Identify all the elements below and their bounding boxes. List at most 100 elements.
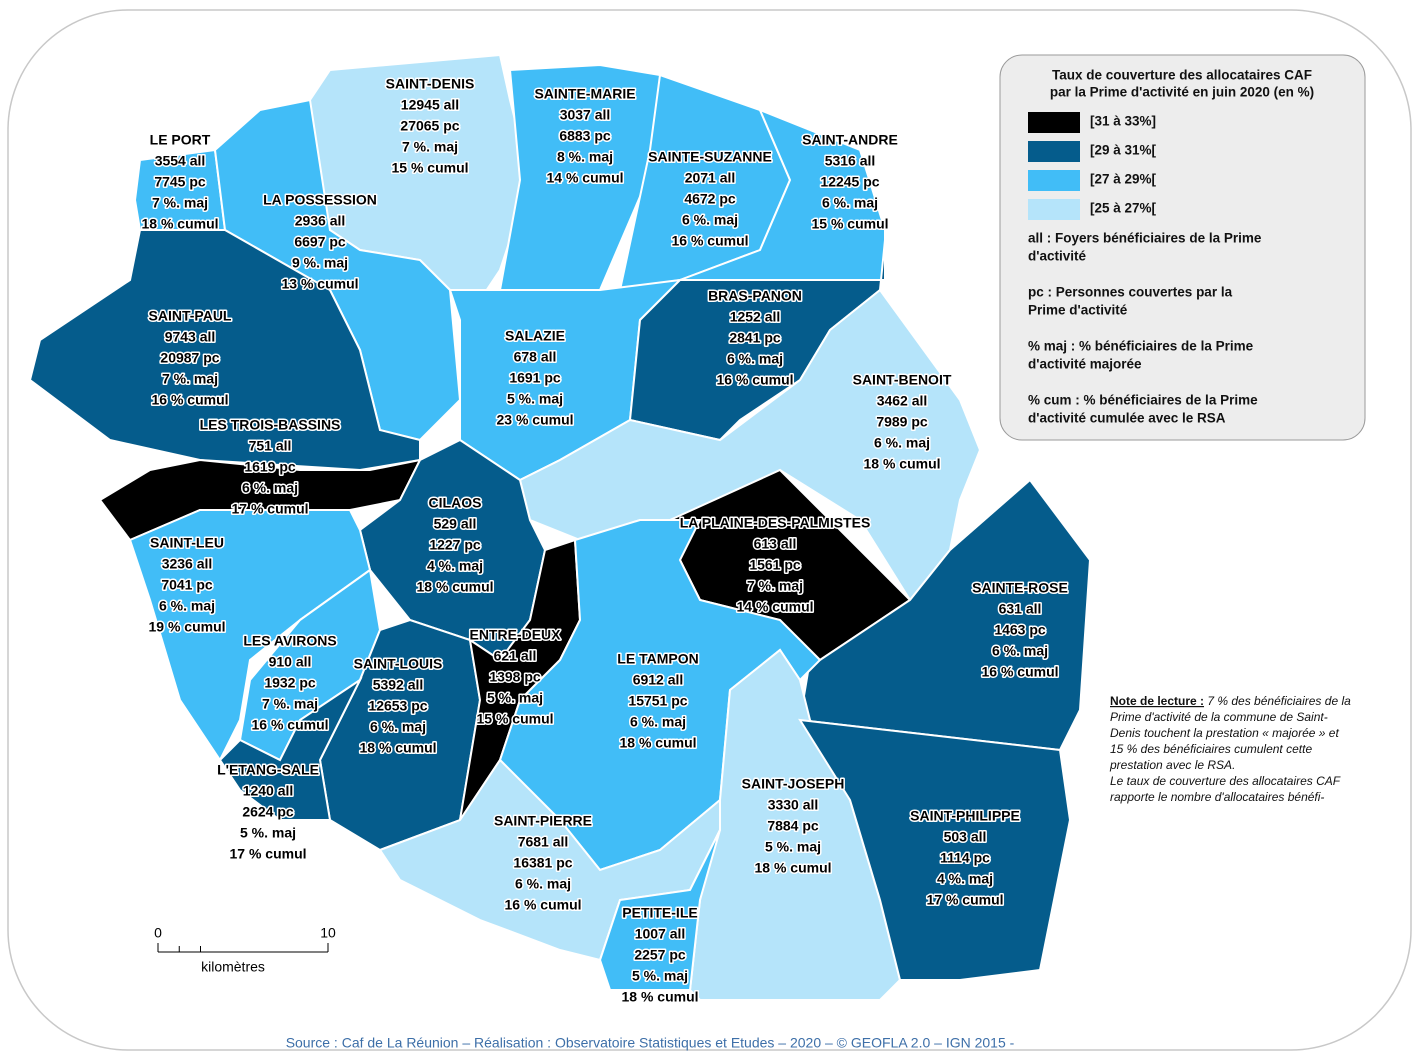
note-line: 15 % des bénéficiaires cumulent cette bbox=[1110, 742, 1312, 756]
commune-stat: 1252 all bbox=[730, 309, 781, 325]
commune-stat: 18 % cumul bbox=[619, 735, 696, 751]
commune-name: SAINT-JOSEPH bbox=[742, 776, 845, 792]
commune-name: SAINTE-SUZANNE bbox=[648, 149, 772, 165]
commune-stat: 15751 pc bbox=[628, 693, 687, 709]
commune-stat: 6912 all bbox=[633, 672, 684, 688]
commune-stat: 7 %. maj bbox=[152, 195, 208, 211]
commune-stat: 631 all bbox=[999, 601, 1042, 617]
scale-unit: kilomètres bbox=[201, 959, 265, 975]
legend-definition: all : Foyers bénéficiaires de la Prime bbox=[1028, 231, 1262, 246]
commune-name: SAINTE-ROSE bbox=[972, 580, 1068, 596]
commune-stat: 1007 all bbox=[635, 926, 686, 942]
note-line: Le taux de couverture des allocataires C… bbox=[1110, 774, 1341, 788]
legend-definition: Prime d'activité bbox=[1028, 303, 1128, 318]
commune-stat: 19 % cumul bbox=[148, 619, 225, 635]
commune-stat: 2071 all bbox=[685, 170, 736, 186]
commune-stat: 3554 all bbox=[155, 153, 206, 169]
commune-stat: 6 %. maj bbox=[370, 719, 426, 735]
labels: SAINT-DENIS 12945 all 27065 pc 7 %. maj 15 %… bbox=[140, 74, 1069, 1006]
commune-stat: 7884 pc bbox=[767, 818, 819, 834]
commune-stat: 12245 pc bbox=[820, 174, 879, 190]
commune-name: LES TROIS-BASSINS bbox=[200, 417, 341, 433]
commune-stat: 14 % cumul bbox=[736, 599, 813, 615]
commune-stat: 7 %. maj bbox=[402, 139, 458, 155]
commune-stat: 7 %. maj bbox=[162, 371, 218, 387]
legend-definition: d'activité cumulée avec le RSA bbox=[1028, 411, 1226, 426]
commune-name: BRAS-PANON bbox=[708, 288, 802, 304]
commune-stat: 23 % cumul bbox=[496, 412, 573, 428]
commune-stat: 678 all bbox=[514, 349, 557, 365]
commune-stat: 5 %. maj bbox=[632, 968, 688, 984]
commune-stat: 3236 all bbox=[162, 556, 213, 572]
legend-label: [25 à 27%[ bbox=[1090, 201, 1157, 216]
commune-stat: 7041 pc bbox=[161, 577, 213, 593]
commune-name: SAINT-LEU bbox=[150, 535, 224, 551]
commune-stat: 5 %. maj bbox=[240, 825, 296, 841]
legend-swatch bbox=[1028, 199, 1080, 220]
commune-stat: 4672 pc bbox=[684, 191, 736, 207]
commune-stat: 529 all bbox=[434, 516, 477, 532]
commune-stat: 18 % cumul bbox=[416, 579, 493, 595]
commune-stat: 7745 pc bbox=[154, 174, 206, 190]
commune-stat: 2624 pc bbox=[242, 804, 294, 820]
commune-name: SAINT-LOUIS bbox=[354, 656, 443, 672]
commune-stat: 3330 all bbox=[768, 797, 819, 813]
note-text: 7 % des bénéficiaires de la bbox=[1204, 694, 1351, 708]
commune-stat: 7989 pc bbox=[876, 414, 928, 430]
commune-stat: 7 %. maj bbox=[747, 578, 803, 594]
commune-name: SAINT-PAUL bbox=[149, 308, 232, 324]
commune-stat: 12653 pc bbox=[368, 698, 427, 714]
commune-stat: 18 % cumul bbox=[863, 456, 940, 472]
commune-stat: 7 %. maj bbox=[262, 696, 318, 712]
commune-stat: 910 all bbox=[269, 654, 312, 670]
commune-stat: 5 %. maj bbox=[507, 391, 563, 407]
commune-area bbox=[218, 677, 363, 821]
commune-stat: 3462 all bbox=[877, 393, 928, 409]
legend-definition: % cum : % bénéficiaires de la Prime bbox=[1028, 393, 1258, 408]
commune-stat: 2841 pc bbox=[729, 330, 781, 346]
commune-stat: 14 % cumul bbox=[546, 170, 623, 186]
commune-stat: 6883 pc bbox=[559, 128, 611, 144]
commune-name: SAINT-PHILIPPE bbox=[910, 808, 1020, 824]
legend-box bbox=[999, 54, 1366, 441]
commune-stat: 6 %. maj bbox=[630, 714, 686, 730]
commune-stat: 6 %. maj bbox=[682, 212, 738, 228]
legend-title: Taux de couverture des allocataires CAF bbox=[1052, 68, 1312, 83]
commune-stat: 6 %. maj bbox=[515, 876, 571, 892]
note-line: Prime d'activité de la commune de Saint- bbox=[1110, 710, 1328, 724]
scale-label: 10 bbox=[320, 925, 336, 941]
commune-stat: 503 all bbox=[944, 829, 987, 845]
scale-bar: 0 10 kilomètres bbox=[154, 925, 336, 975]
commune-name: SAINT-BENOIT bbox=[853, 372, 952, 388]
commune-stat: 613 all bbox=[754, 536, 797, 552]
commune-name: ENTRE-DEUX bbox=[469, 627, 561, 643]
commune-name: LE TAMPON bbox=[617, 651, 698, 667]
commune-name: LA POSSESSION bbox=[263, 192, 377, 208]
note-line: Note de lecture : 7 % des bénéficiaires … bbox=[1110, 694, 1351, 708]
commune-stat: 16 % cumul bbox=[671, 233, 748, 249]
commune-stat: 16 % cumul bbox=[504, 897, 581, 913]
commune-stat: 5392 all bbox=[373, 677, 424, 693]
commune-stat: 17 % cumul bbox=[231, 501, 308, 517]
commune-name: CILAOS bbox=[429, 495, 482, 511]
commune-stat: 6 %. maj bbox=[242, 480, 298, 496]
commune-stat: 13 % cumul bbox=[281, 276, 358, 292]
note: Note de lecture : 7 % des bénéficiaires … bbox=[1109, 694, 1351, 804]
commune-stat: 9743 all bbox=[165, 329, 216, 345]
commune-stat: 6 %. maj bbox=[874, 435, 930, 451]
commune-stat: 17 % cumul bbox=[229, 846, 306, 862]
commune-stat: 1114 pc bbox=[940, 850, 990, 866]
legend-swatch bbox=[1028, 112, 1080, 133]
legend-definition: d'activité majorée bbox=[1028, 357, 1142, 372]
commune-stat: 12945 all bbox=[401, 97, 459, 113]
commune-name: LA PLAINE-DES-PALMISTES bbox=[680, 515, 871, 531]
commune-area bbox=[598, 829, 721, 991]
commune-stat: 15 % cumul bbox=[476, 711, 553, 727]
commune-stat: 1932 pc bbox=[264, 675, 316, 691]
commune-stat: 16 % cumul bbox=[151, 392, 228, 408]
note-line: prestation avec le RSA. bbox=[1109, 758, 1235, 772]
commune-stat: 6 %. maj bbox=[727, 351, 783, 367]
commune-stat: 15 % cumul bbox=[811, 216, 888, 232]
commune-stat: 8 %. maj bbox=[557, 149, 613, 165]
